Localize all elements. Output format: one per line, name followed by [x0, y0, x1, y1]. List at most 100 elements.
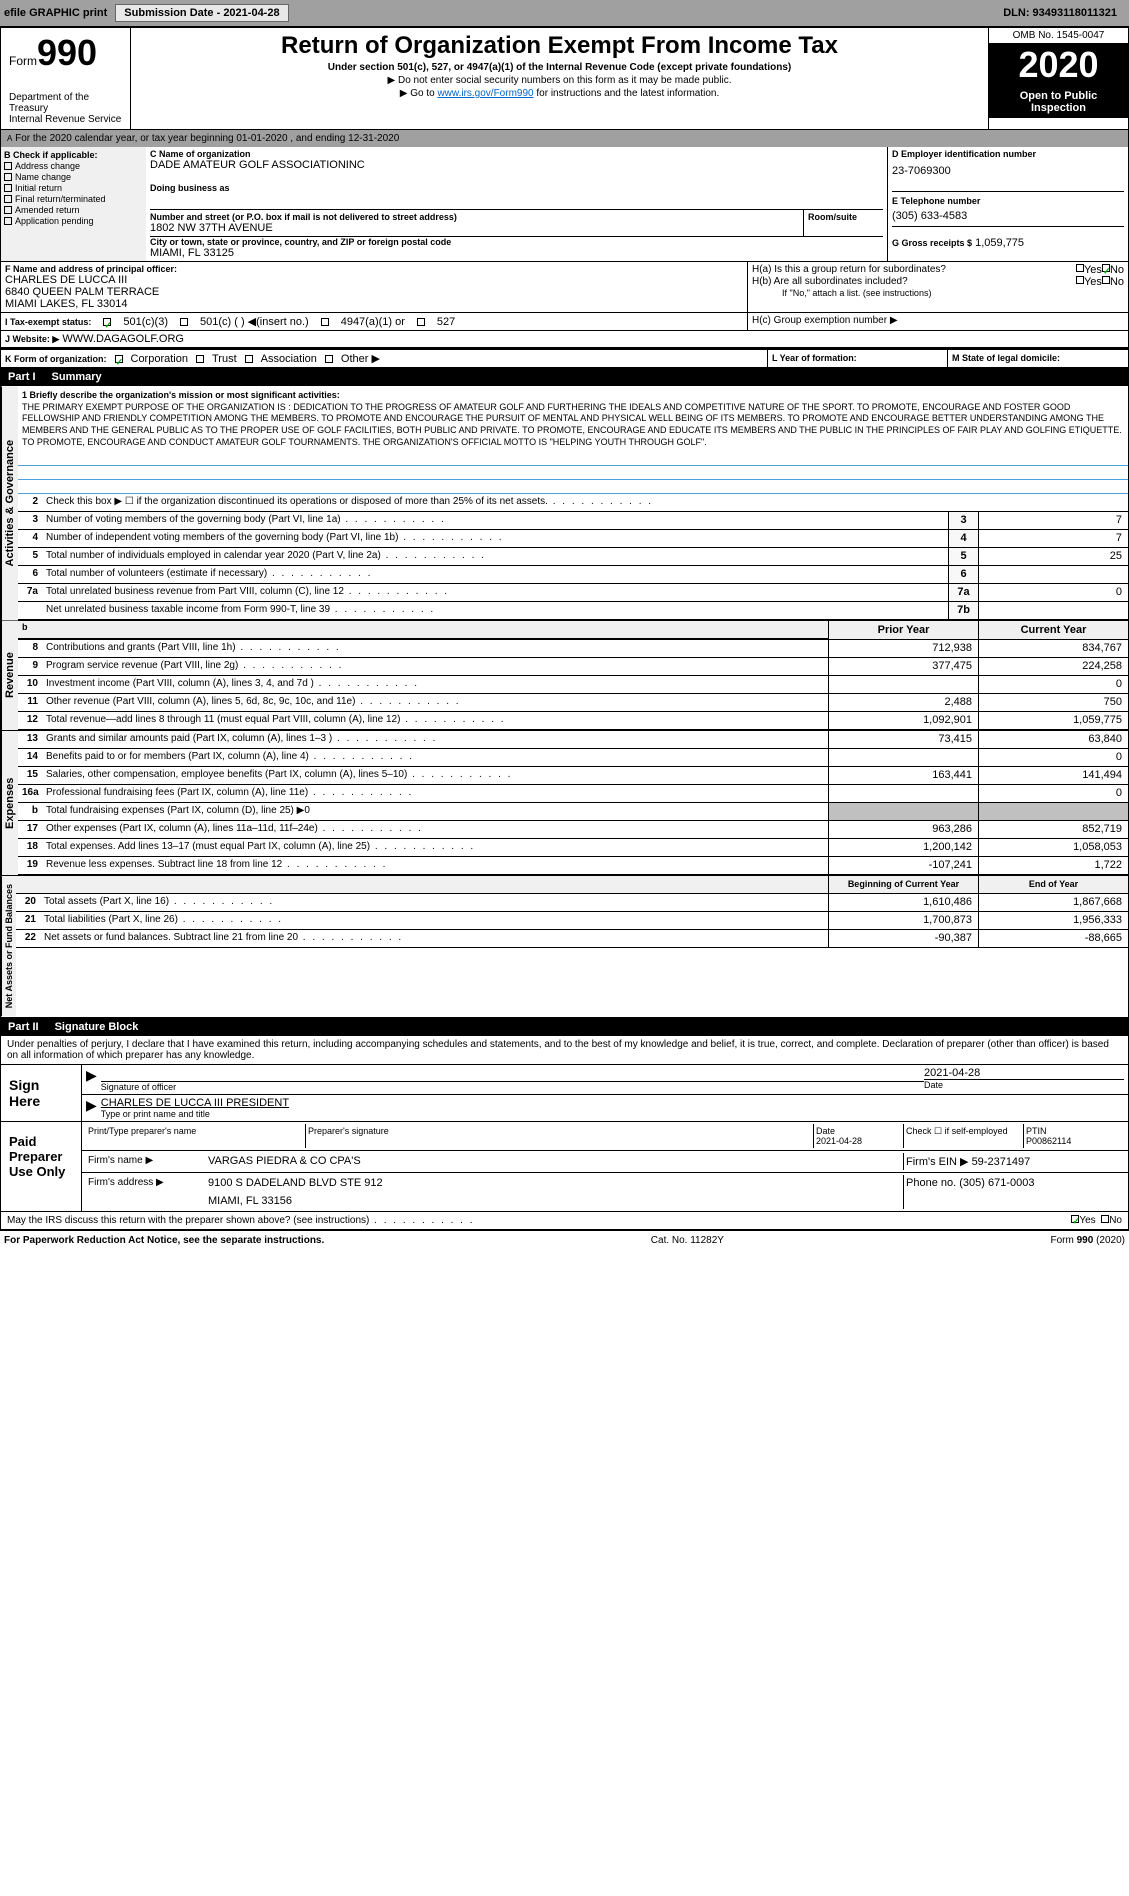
line-val: 7 — [978, 530, 1128, 547]
firm-city: MIAMI, FL 33156 — [208, 1195, 901, 1207]
current-val: 1,722 — [978, 857, 1128, 874]
line-num: 10 — [18, 676, 42, 693]
current-val: 1,059,775 — [978, 712, 1128, 729]
right-col: D Employer identification number 23-7069… — [888, 147, 1128, 261]
subtitle: Under section 501(c), 527, or 4947(a)(1)… — [135, 62, 984, 73]
firm-ein: 59-2371497 — [972, 1156, 1031, 1168]
e-label: E Telephone number — [892, 196, 1124, 206]
ein: 23-7069300 — [892, 165, 1124, 177]
governance-content: 1 Briefly describe the organization's mi… — [18, 386, 1128, 620]
line-text: Total number of volunteers (estimate if … — [42, 566, 948, 583]
check-b-header: B Check if applicable: — [4, 150, 143, 160]
line-row: Net unrelated business taxable income fr… — [18, 602, 1128, 620]
hc-section: H(c) Group exemption number ▶ — [748, 313, 1128, 330]
begin-val: 1,610,486 — [828, 894, 978, 911]
ha-yes: Yes — [1084, 264, 1102, 276]
org-info-row: B Check if applicable: Address change Na… — [0, 147, 1129, 262]
officer-addr: 6840 QUEEN PALM TERRACE — [5, 286, 743, 298]
expenses-section: Expenses 13 Grants and similar amounts p… — [0, 731, 1129, 876]
line-num: 4 — [18, 530, 42, 547]
cb-hb-no[interactable] — [1102, 276, 1110, 284]
line-val: 0 — [978, 584, 1128, 601]
cb-amended[interactable] — [4, 206, 12, 214]
hb-label: H(b) Are all subordinates included? — [752, 276, 1076, 288]
cb-hb-yes[interactable] — [1076, 276, 1084, 284]
cb-pending[interactable] — [4, 217, 12, 225]
efile-label: efile GRAPHIC print — [4, 7, 107, 19]
prior-val: 963,286 — [828, 821, 978, 838]
cb-discuss-no[interactable] — [1101, 1215, 1109, 1223]
phone-label: Phone no. — [906, 1177, 956, 1189]
paid-prep-label: Paid Preparer Use Only — [1, 1122, 81, 1211]
dept-label: Department of the Treasury Internal Reve… — [9, 92, 122, 125]
cb-other[interactable] — [325, 355, 333, 363]
sig-date-label: Date — [924, 1079, 1124, 1090]
current-val: 0 — [978, 676, 1128, 693]
cat-no: Cat. No. 11282Y — [651, 1235, 724, 1246]
line-row: 6 Total number of volunteers (estimate i… — [18, 566, 1128, 584]
netassets-section: Net Assets or Fund Balances Beginning of… — [0, 876, 1129, 1017]
mission-block: 1 Briefly describe the organization's mi… — [18, 386, 1128, 452]
end-val: -88,665 — [978, 930, 1128, 947]
mission-text: THE PRIMARY EXEMPT PURPOSE OF THE ORGANI… — [22, 402, 1124, 449]
cb-address-change[interactable] — [4, 162, 12, 170]
phone: (305) 633-4583 — [892, 210, 1124, 222]
i-section: I Tax-exempt status: 501(c)(3) 501(c) ( … — [1, 313, 748, 330]
cb-ha-no[interactable] — [1102, 264, 1110, 272]
prior-val: 163,441 — [828, 767, 978, 784]
prior-val: 712,938 — [828, 640, 978, 657]
cb-initial[interactable] — [4, 184, 12, 192]
line-text: Net assets or fund balances. Subtract li… — [40, 930, 828, 947]
section-b: B Check if applicable: Address change Na… — [1, 147, 146, 261]
line-text: Professional fundraising fees (Part IX, … — [42, 785, 828, 802]
discuss-no: No — [1109, 1215, 1122, 1226]
cb-assoc[interactable] — [245, 355, 253, 363]
l-label: L Year of formation: — [772, 353, 857, 363]
submission-date-button[interactable]: Submission Date - 2021-04-28 — [115, 4, 288, 22]
form-number-cell: Form990 Department of the Treasury Inter… — [1, 28, 131, 129]
form-header: Form990 Department of the Treasury Inter… — [0, 26, 1129, 130]
taxyear-text: For the 2020 calendar year, or tax year … — [15, 133, 399, 144]
opt-501c: 501(c) ( ) ◀(insert no.) — [200, 315, 309, 328]
sig-date: 2021-04-28 — [924, 1067, 1124, 1079]
cb-trust[interactable] — [196, 355, 204, 363]
org-name: DADE AMATEUR GOLF ASSOCIATIONINC — [150, 159, 883, 171]
mission-label: 1 Briefly describe the organization's mi… — [22, 390, 1124, 402]
line-text: Total expenses. Add lines 13–17 (must eq… — [42, 839, 828, 856]
line-val: 25 — [978, 548, 1128, 565]
lbl-initial: Initial return — [15, 183, 62, 193]
line-box: 7b — [948, 602, 978, 619]
dba-label: Doing business as — [150, 183, 883, 193]
end-val: 1,867,668 — [978, 894, 1128, 911]
cb-ha-yes[interactable] — [1076, 264, 1084, 272]
cb-501c[interactable] — [180, 318, 188, 326]
cb-corp[interactable] — [115, 355, 123, 363]
cb-discuss-yes[interactable] — [1071, 1215, 1079, 1223]
line-row: 8 Contributions and grants (Part VIII, l… — [18, 640, 1128, 658]
note2: ▶ Go to www.irs.gov/Form990 for instruct… — [135, 88, 984, 99]
cb-527[interactable] — [417, 318, 425, 326]
cb-4947[interactable] — [321, 318, 329, 326]
discuss-row: May the IRS discuss this return with the… — [0, 1212, 1129, 1230]
na-col-headers: Beginning of Current Year End of Year — [16, 876, 1128, 894]
tax-year-row: A For the 2020 calendar year, or tax yea… — [0, 130, 1129, 147]
irs-link[interactable]: www.irs.gov/Form990 — [437, 88, 533, 99]
netassets-content: Beginning of Current Year End of Year 20… — [16, 876, 1128, 1016]
line-row: 10 Investment income (Part VIII, column … — [18, 676, 1128, 694]
part1-title: Summary — [52, 371, 102, 383]
website-row: J Website: ▶ WWW.DAGAGOLF.ORG — [0, 331, 1129, 348]
blank-line — [18, 480, 1128, 494]
form-label: Form — [9, 54, 37, 68]
line-text: Total revenue—add lines 8 through 11 (mu… — [42, 712, 828, 729]
lbl-amended: Amended return — [15, 205, 80, 215]
officer-name-line: ▶ CHARLES DE LUCCA III PRESIDENTType or … — [82, 1095, 1128, 1121]
line-row: 2 Check this box ▶ ☐ if the organization… — [18, 494, 1128, 512]
type-name-label: Type or print name and title — [101, 1109, 289, 1119]
line-text: Check this box ▶ ☐ if the organization d… — [42, 494, 1128, 511]
end-header: End of Year — [978, 876, 1128, 893]
f-section: F Name and address of principal officer:… — [1, 262, 748, 312]
cb-501c3[interactable] — [103, 318, 111, 326]
cb-final[interactable] — [4, 195, 12, 203]
cb-name-change[interactable] — [4, 173, 12, 181]
prep-date: 2021-04-28 — [816, 1136, 901, 1146]
